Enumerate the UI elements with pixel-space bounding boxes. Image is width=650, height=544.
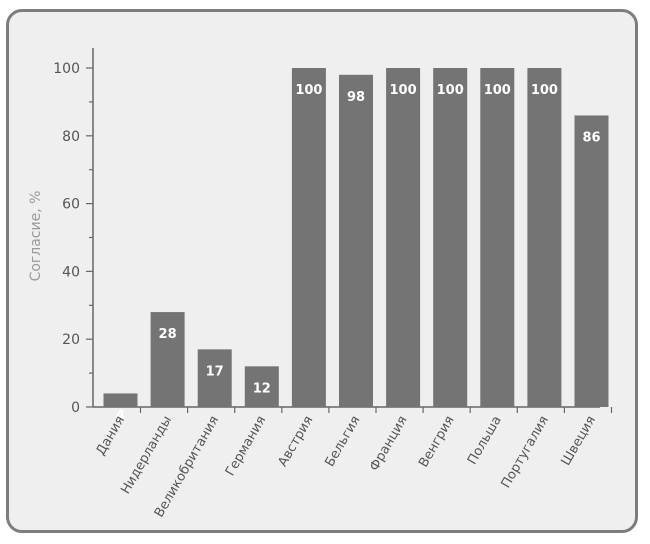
bar-value-label: 86 <box>582 130 600 145</box>
bar <box>527 68 562 407</box>
category-label: Дания <box>94 414 128 459</box>
bar <box>574 115 609 408</box>
bar-value-label: 100 <box>484 83 511 98</box>
bar-value-label: 100 <box>390 83 417 98</box>
y-tick-label: 40 <box>62 264 80 280</box>
bar-value-label: 28 <box>159 327 177 342</box>
bar-value-label: 12 <box>253 381 271 396</box>
y-axis-title: Согласие, % <box>28 191 44 282</box>
category-label: Венгрия <box>416 414 457 471</box>
bar <box>433 68 468 407</box>
category-label: Австрия <box>275 414 316 470</box>
bar-value-label: 100 <box>437 83 464 98</box>
category-label: Польша <box>465 414 505 468</box>
category-label: Швеция <box>559 414 599 469</box>
category-label: Нидерланды <box>118 414 175 497</box>
bar <box>244 366 279 407</box>
bar <box>197 349 232 407</box>
bar-value-label: 100 <box>531 83 558 98</box>
bar-value-label: 100 <box>295 83 322 98</box>
y-tick-label: 100 <box>53 61 80 77</box>
category-label: Бельгия <box>322 414 363 470</box>
bars: 4 28 17 12 100 98 100 100 100 100 86 <box>103 68 609 423</box>
bar-value-label: 98 <box>347 90 365 105</box>
bar <box>480 68 515 407</box>
y-ticks: 0 20 40 60 80 100 <box>53 61 93 416</box>
category-label: Германия <box>223 414 269 479</box>
bar-value-label: 17 <box>206 364 224 379</box>
bar <box>339 74 373 407</box>
bar <box>291 68 326 407</box>
category-label: Франция <box>367 414 411 474</box>
bar <box>150 312 185 407</box>
category-label: Португалия <box>499 414 552 491</box>
y-tick-label: 60 <box>62 197 80 213</box>
bar-value-label: 4 <box>116 408 125 423</box>
y-tick-label: 80 <box>62 129 80 145</box>
y-tick-label: 20 <box>62 332 80 348</box>
y-tick-label: 0 <box>71 400 80 416</box>
bar <box>103 393 138 407</box>
bar <box>386 68 421 407</box>
